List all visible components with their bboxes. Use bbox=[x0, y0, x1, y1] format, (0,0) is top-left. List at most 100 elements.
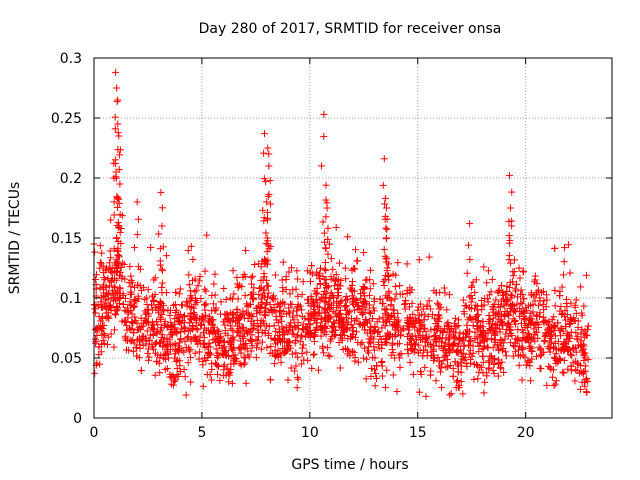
data-point bbox=[156, 338, 164, 346]
data-point bbox=[279, 298, 287, 306]
data-point bbox=[479, 358, 487, 366]
data-point bbox=[558, 283, 566, 291]
data-point bbox=[126, 298, 134, 306]
data-point bbox=[177, 335, 185, 343]
data-point bbox=[430, 332, 438, 340]
data-point bbox=[394, 259, 402, 267]
data-point bbox=[451, 314, 459, 322]
data-point bbox=[249, 313, 257, 321]
data-point bbox=[148, 306, 156, 314]
data-point bbox=[266, 177, 274, 185]
data-point bbox=[324, 235, 332, 243]
data-point bbox=[301, 314, 309, 322]
data-point bbox=[368, 364, 376, 372]
data-point bbox=[395, 354, 403, 362]
data-point bbox=[311, 331, 319, 339]
data-point bbox=[391, 295, 399, 303]
data-point bbox=[426, 305, 434, 313]
data-point bbox=[517, 286, 525, 294]
data-point bbox=[517, 319, 525, 327]
data-point bbox=[457, 378, 465, 386]
data-point bbox=[584, 377, 592, 385]
data-point bbox=[226, 369, 234, 377]
data-point bbox=[181, 373, 189, 381]
data-point bbox=[319, 218, 327, 226]
x-tick-label: 5 bbox=[197, 425, 206, 441]
data-point bbox=[395, 340, 403, 348]
data-point bbox=[465, 314, 473, 322]
data-point bbox=[259, 206, 267, 214]
data-point bbox=[118, 274, 126, 282]
data-point bbox=[418, 310, 426, 318]
data-point bbox=[462, 333, 470, 341]
data-point bbox=[123, 326, 131, 334]
data-point bbox=[216, 377, 224, 385]
data-point bbox=[115, 260, 123, 268]
data-point bbox=[507, 259, 515, 267]
data-point bbox=[260, 149, 268, 157]
data-point bbox=[554, 338, 562, 346]
data-point bbox=[264, 293, 272, 301]
data-point bbox=[518, 337, 526, 345]
grid bbox=[94, 58, 612, 418]
data-point bbox=[509, 342, 517, 350]
x-tick-label: 0 bbox=[90, 425, 99, 441]
data-point bbox=[156, 298, 164, 306]
y-tick-label: 0.15 bbox=[51, 231, 82, 247]
x-tick-label: 10 bbox=[301, 425, 319, 441]
data-point bbox=[411, 314, 419, 322]
data-point bbox=[459, 296, 467, 304]
data-point bbox=[148, 301, 156, 309]
data-point bbox=[379, 372, 387, 380]
data-point bbox=[545, 338, 553, 346]
data-point bbox=[511, 343, 519, 351]
data-point bbox=[463, 269, 471, 277]
data-point bbox=[367, 309, 375, 317]
data-point bbox=[451, 322, 459, 330]
data-point bbox=[233, 273, 241, 281]
data-point bbox=[565, 241, 573, 249]
data-point bbox=[422, 342, 430, 350]
data-point bbox=[485, 291, 493, 299]
data-point bbox=[462, 302, 470, 310]
data-point bbox=[363, 355, 371, 363]
data-point bbox=[144, 356, 152, 364]
data-point bbox=[110, 267, 118, 275]
data-point bbox=[389, 371, 397, 379]
data-point bbox=[294, 375, 302, 383]
data-point bbox=[522, 304, 530, 312]
data-point bbox=[187, 303, 195, 311]
data-point bbox=[267, 342, 275, 350]
data-point bbox=[221, 349, 229, 357]
data-point bbox=[169, 301, 177, 309]
chart-title: Day 280 of 2017, SRMTID for receiver ons… bbox=[199, 21, 502, 37]
data-point bbox=[542, 331, 550, 339]
data-point bbox=[532, 328, 540, 336]
data-point bbox=[98, 303, 106, 311]
data-point bbox=[247, 291, 255, 299]
data-point bbox=[476, 324, 484, 332]
data-point bbox=[381, 200, 389, 208]
data-point bbox=[144, 345, 152, 353]
data-point bbox=[176, 368, 184, 376]
data-point bbox=[95, 313, 103, 321]
data-point bbox=[444, 318, 452, 326]
data-point bbox=[163, 347, 171, 355]
data-point bbox=[115, 132, 123, 140]
data-point bbox=[212, 306, 220, 314]
data-point bbox=[494, 372, 502, 380]
data-point bbox=[334, 291, 342, 299]
data-point bbox=[422, 392, 430, 400]
data-point bbox=[103, 303, 111, 311]
data-point bbox=[323, 289, 331, 297]
data-point bbox=[564, 347, 572, 355]
data-point bbox=[388, 341, 396, 349]
data-point bbox=[293, 267, 301, 275]
data-point bbox=[205, 330, 213, 338]
data-point bbox=[182, 343, 190, 351]
data-point bbox=[203, 231, 211, 239]
data-point bbox=[574, 333, 582, 341]
data-point bbox=[544, 343, 552, 351]
data-point bbox=[167, 373, 175, 381]
data-point bbox=[93, 359, 101, 367]
